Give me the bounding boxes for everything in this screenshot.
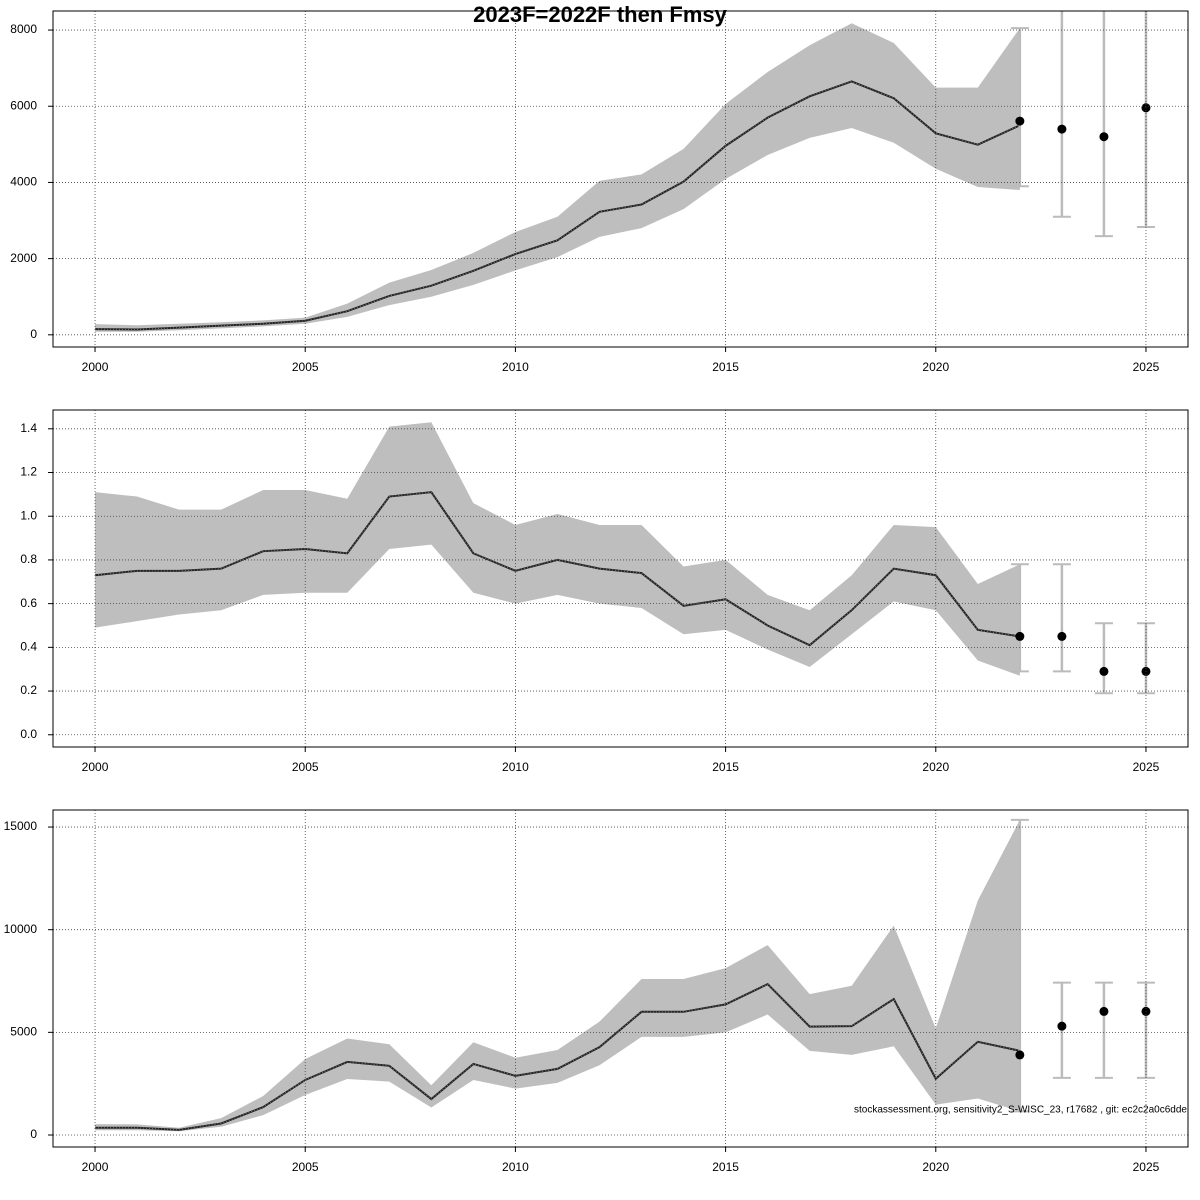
y-tick-label: 2000 — [10, 251, 37, 265]
plot-frame — [52, 409, 1189, 748]
plot-area — [94, 422, 1155, 695]
y-tick-label: 4000 — [10, 175, 37, 189]
point — [1015, 1050, 1025, 1060]
plot-frame — [52, 809, 1189, 1148]
x-tick-label: 2000 — [82, 1160, 109, 1174]
x-tick-label: 2020 — [922, 1160, 949, 1174]
y-tick-label: 15000 — [4, 819, 38, 833]
point — [1057, 1021, 1067, 1031]
x-tick-label: 2010 — [502, 360, 529, 374]
y-tick-label: 0.0 — [20, 727, 37, 741]
y-tick-label: 0 — [30, 327, 37, 341]
y-tick-label: 1.2 — [20, 465, 37, 479]
point — [1099, 132, 1109, 142]
x-tick-label: 2025 — [1133, 1160, 1160, 1174]
x-tick-label: 2005 — [292, 360, 319, 374]
x-tick-label: 2010 — [502, 760, 529, 774]
x-tick-label: 2005 — [292, 760, 319, 774]
x-tick-label: 2015 — [712, 1160, 739, 1174]
plot-frame — [52, 10, 1189, 348]
chart-title: 2023F=2022F then Fmsy — [473, 2, 728, 27]
x-tick-label: 2015 — [712, 360, 739, 374]
y-tick-label: 0.4 — [20, 640, 37, 654]
confidence-band — [95, 23, 1020, 332]
confidence-band — [95, 422, 1020, 676]
x-tick-label: 2010 — [502, 1160, 529, 1174]
confidence-band — [95, 819, 1020, 1132]
x-tick-label: 2020 — [922, 360, 949, 374]
x-tick-label: 2005 — [292, 1160, 319, 1174]
x-tick-label: 2025 — [1133, 760, 1160, 774]
y-tick-label: 0.8 — [20, 552, 37, 566]
y-tick-label: 1.4 — [20, 421, 37, 435]
y-tick-label: 1.0 — [20, 508, 37, 522]
x-tick-label: 2015 — [712, 760, 739, 774]
x-tick-label: 2000 — [82, 760, 109, 774]
y-tick-label: 10000 — [4, 922, 38, 936]
plot-area — [95, 11, 1155, 332]
plot-area — [95, 818, 1155, 1132]
y-tick-label: 8000 — [10, 22, 37, 36]
estimate-line — [95, 80, 1021, 331]
footer: stockassessment.org, sensitivity2_S-WISC… — [854, 1105, 1187, 1116]
y-tick-label: 6000 — [10, 98, 37, 112]
y-tick-label: 0 — [30, 1127, 37, 1141]
point — [1099, 666, 1109, 676]
y-tick-label: 0.2 — [20, 683, 37, 697]
point — [1015, 116, 1025, 126]
x-tick-label: 2025 — [1133, 360, 1160, 374]
point — [1057, 124, 1067, 134]
point — [1099, 1006, 1109, 1016]
estimate-line-dots — [94, 491, 1020, 646]
point — [1057, 631, 1067, 641]
estimate-line-dots — [95, 983, 1020, 1131]
x-tick-label: 2000 — [82, 360, 109, 374]
point — [1015, 631, 1025, 641]
y-tick-label: 5000 — [10, 1025, 37, 1039]
x-tick-label: 2020 — [922, 760, 949, 774]
y-tick-label: 0.6 — [20, 596, 37, 610]
